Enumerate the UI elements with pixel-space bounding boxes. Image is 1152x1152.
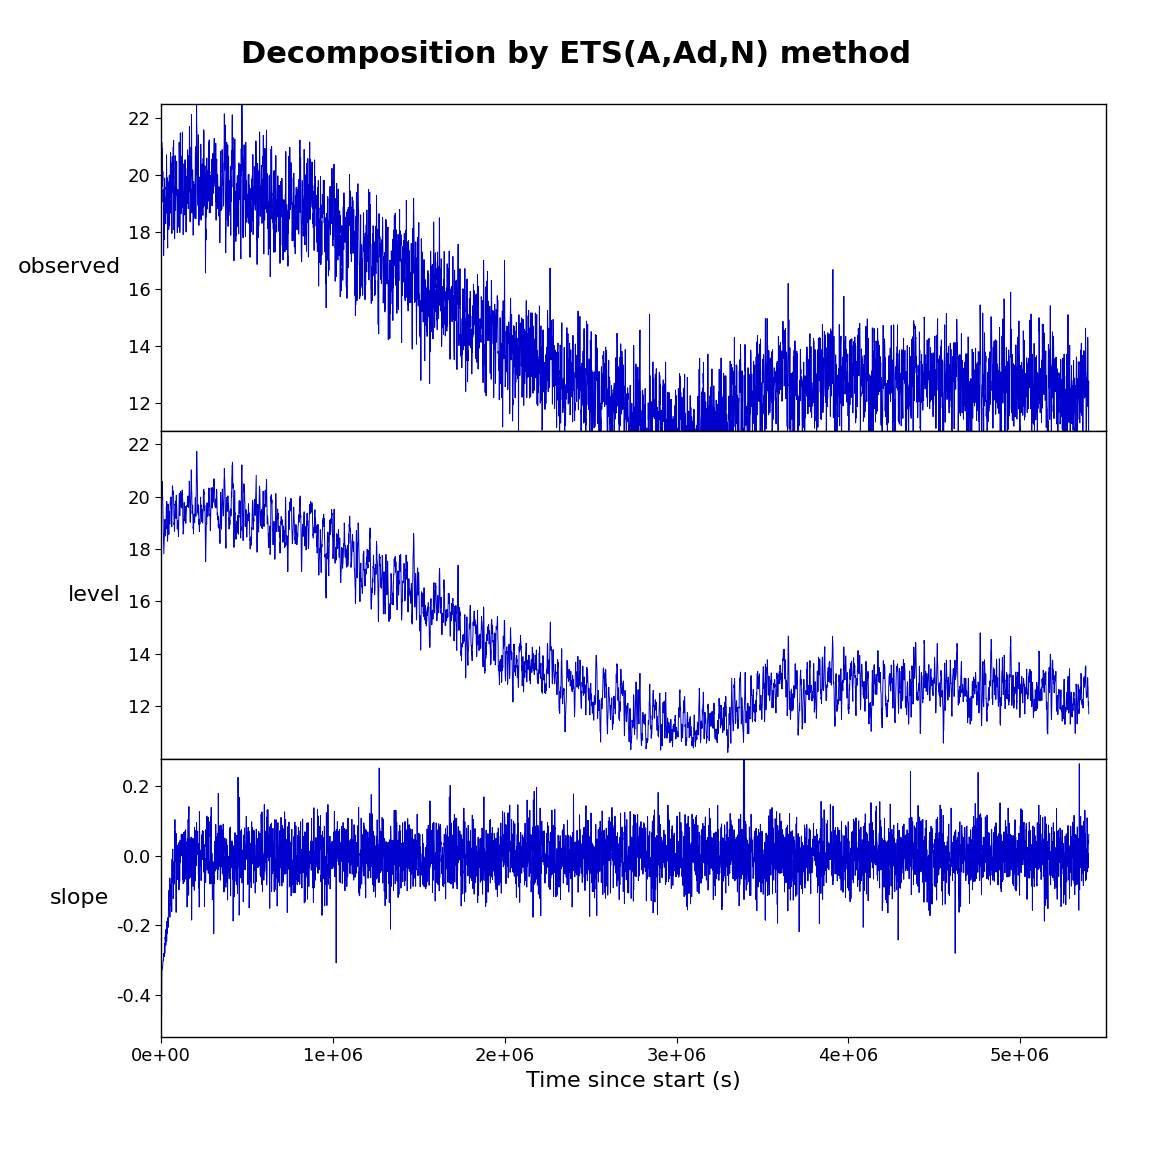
X-axis label: Time since start (s): Time since start (s)	[526, 1070, 741, 1091]
Y-axis label: level: level	[68, 585, 121, 605]
Y-axis label: observed: observed	[17, 257, 121, 278]
Y-axis label: slope: slope	[50, 888, 109, 908]
Text: Decomposition by ETS(A,Ad,N) method: Decomposition by ETS(A,Ad,N) method	[241, 40, 911, 69]
